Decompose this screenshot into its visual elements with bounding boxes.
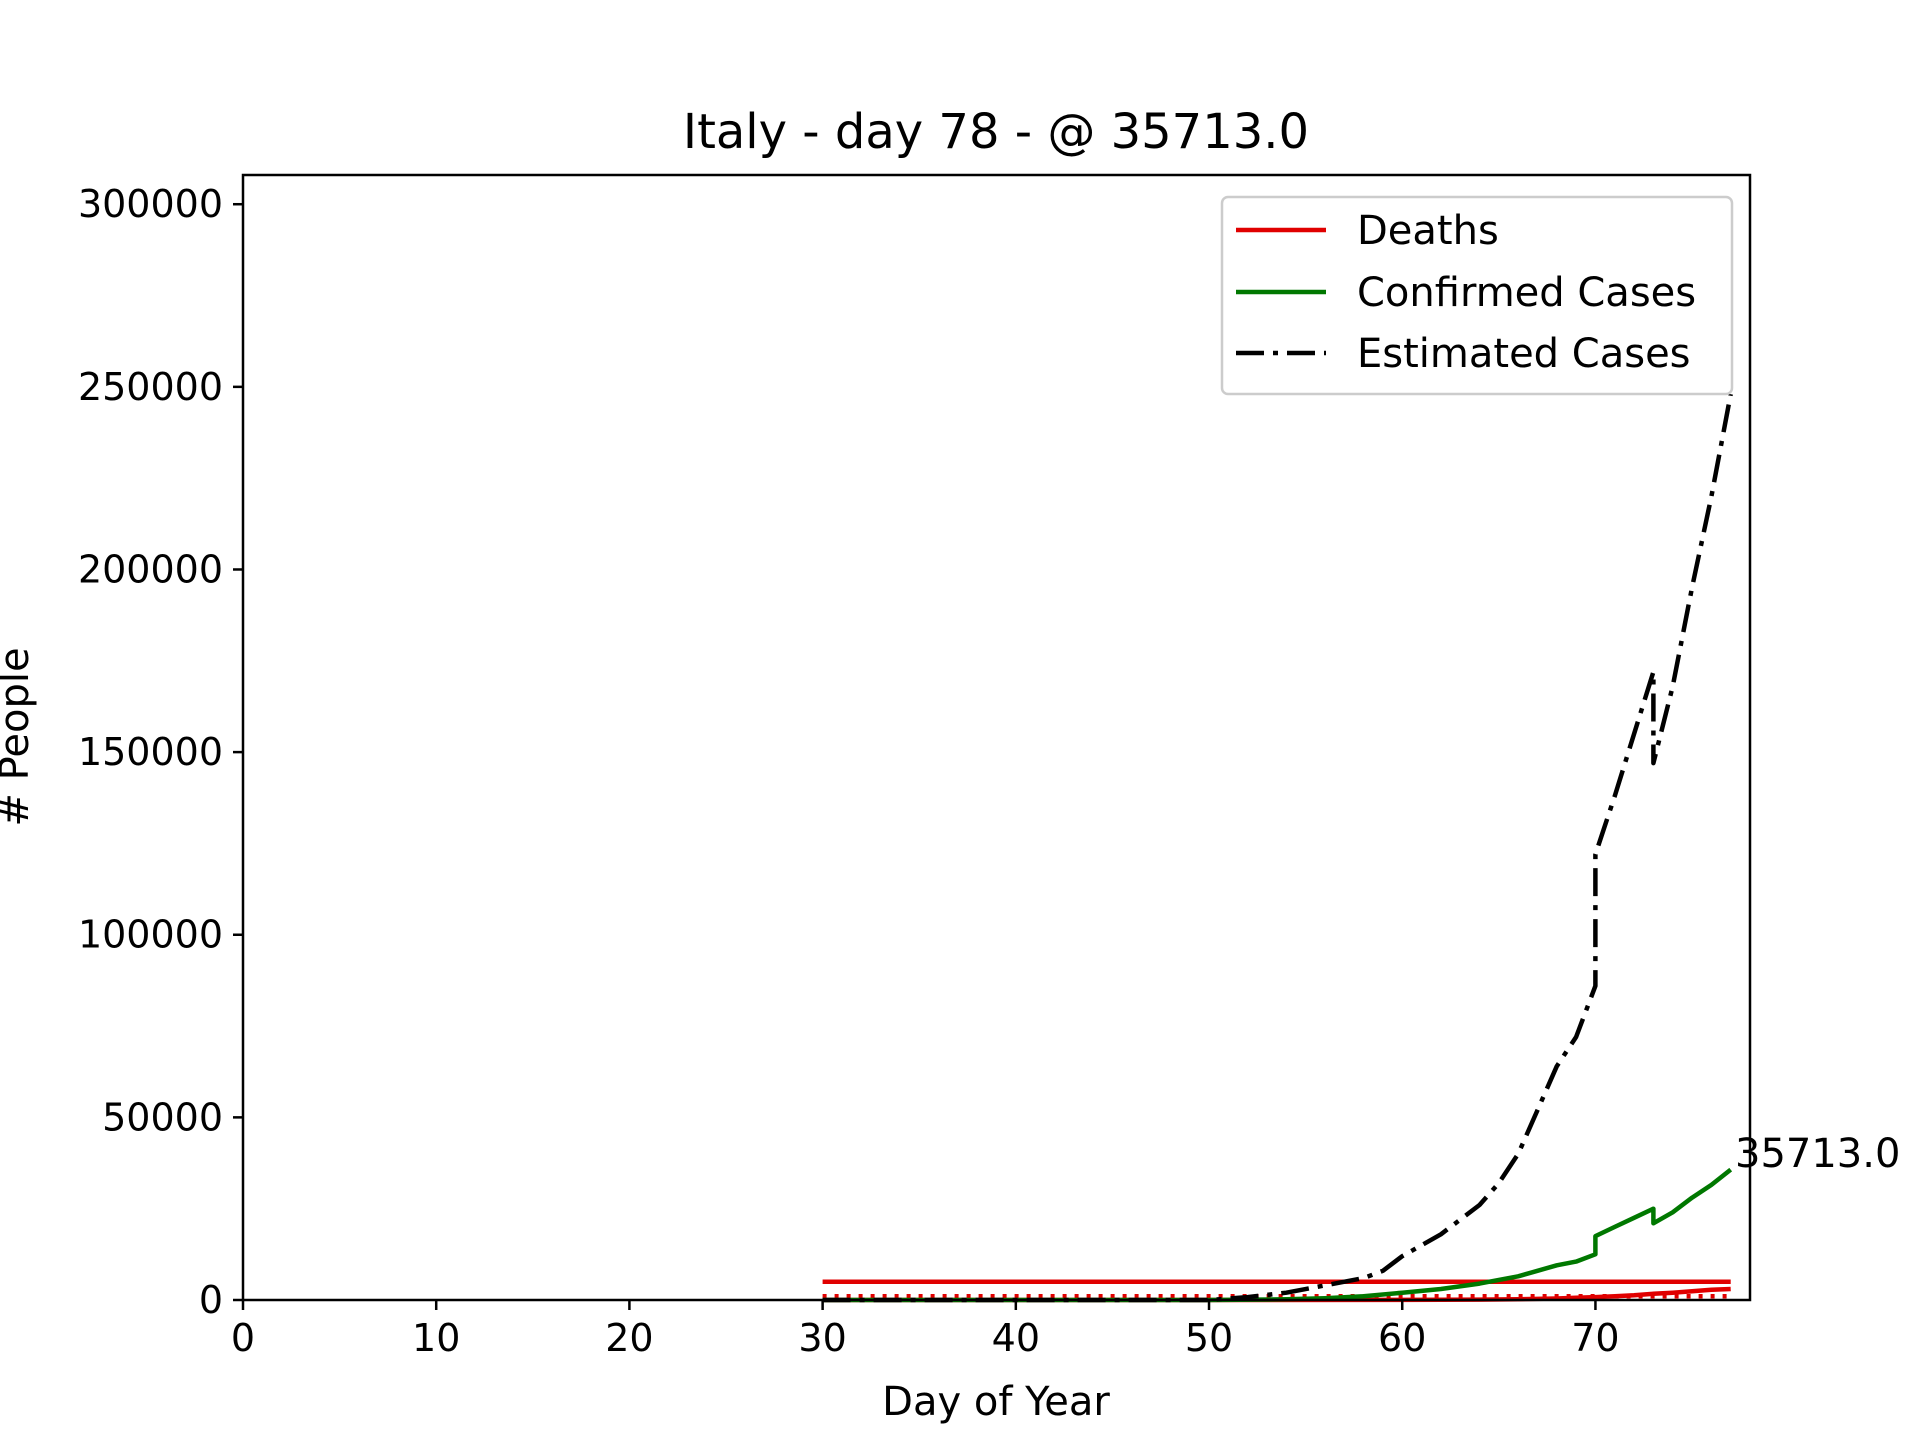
y-axis-label: # People [0, 647, 38, 826]
y-tick-label: 0 [199, 1278, 223, 1322]
y-tick-label: 50000 [102, 1095, 223, 1139]
legend-label-confirmed: Confirmed Cases [1357, 270, 1696, 316]
x-tick-label: 10 [412, 1316, 460, 1360]
legend-label-estimated: Estimated Cases [1357, 331, 1691, 377]
legend-frame [1220, 195, 1734, 396]
x-tick-label: 40 [992, 1316, 1040, 1360]
chart-title: Italy - day 78 - @ 35713.0 [683, 104, 1309, 160]
x-axis-label: Day of Year [882, 1379, 1110, 1425]
x-axis-ticks: 0 10 20 30 40 50 60 70 [231, 1300, 1620, 1360]
y-axis-ticks: 0 50000 100000 150000 200000 250000 300000 [78, 182, 243, 1322]
x-tick-label: 70 [1571, 1316, 1619, 1360]
y-tick-label: 250000 [78, 365, 223, 409]
series-line-confirmed-cases [822, 1167, 1733, 1303]
x-tick-label: 30 [798, 1316, 846, 1360]
last-value-annotation: 35713.0 [1735, 1131, 1900, 1177]
plot-frame [241, 173, 1752, 1302]
x-tick-label: 50 [1185, 1316, 1233, 1360]
legend-label-deaths: Deaths [1357, 208, 1499, 254]
legend: Deaths Confirmed Cases Estimated Cases [1220, 195, 1734, 396]
y-tick-label: 100000 [78, 913, 223, 957]
x-tick-label: 20 [605, 1316, 653, 1360]
x-tick-label: 0 [231, 1316, 255, 1360]
y-tick-label: 150000 [78, 730, 223, 774]
y-tick-label: 200000 [78, 547, 223, 591]
x-tick-label: 60 [1378, 1316, 1426, 1360]
y-tick-label: 300000 [78, 182, 223, 226]
series-line-estimated-cases [822, 393, 1733, 1303]
